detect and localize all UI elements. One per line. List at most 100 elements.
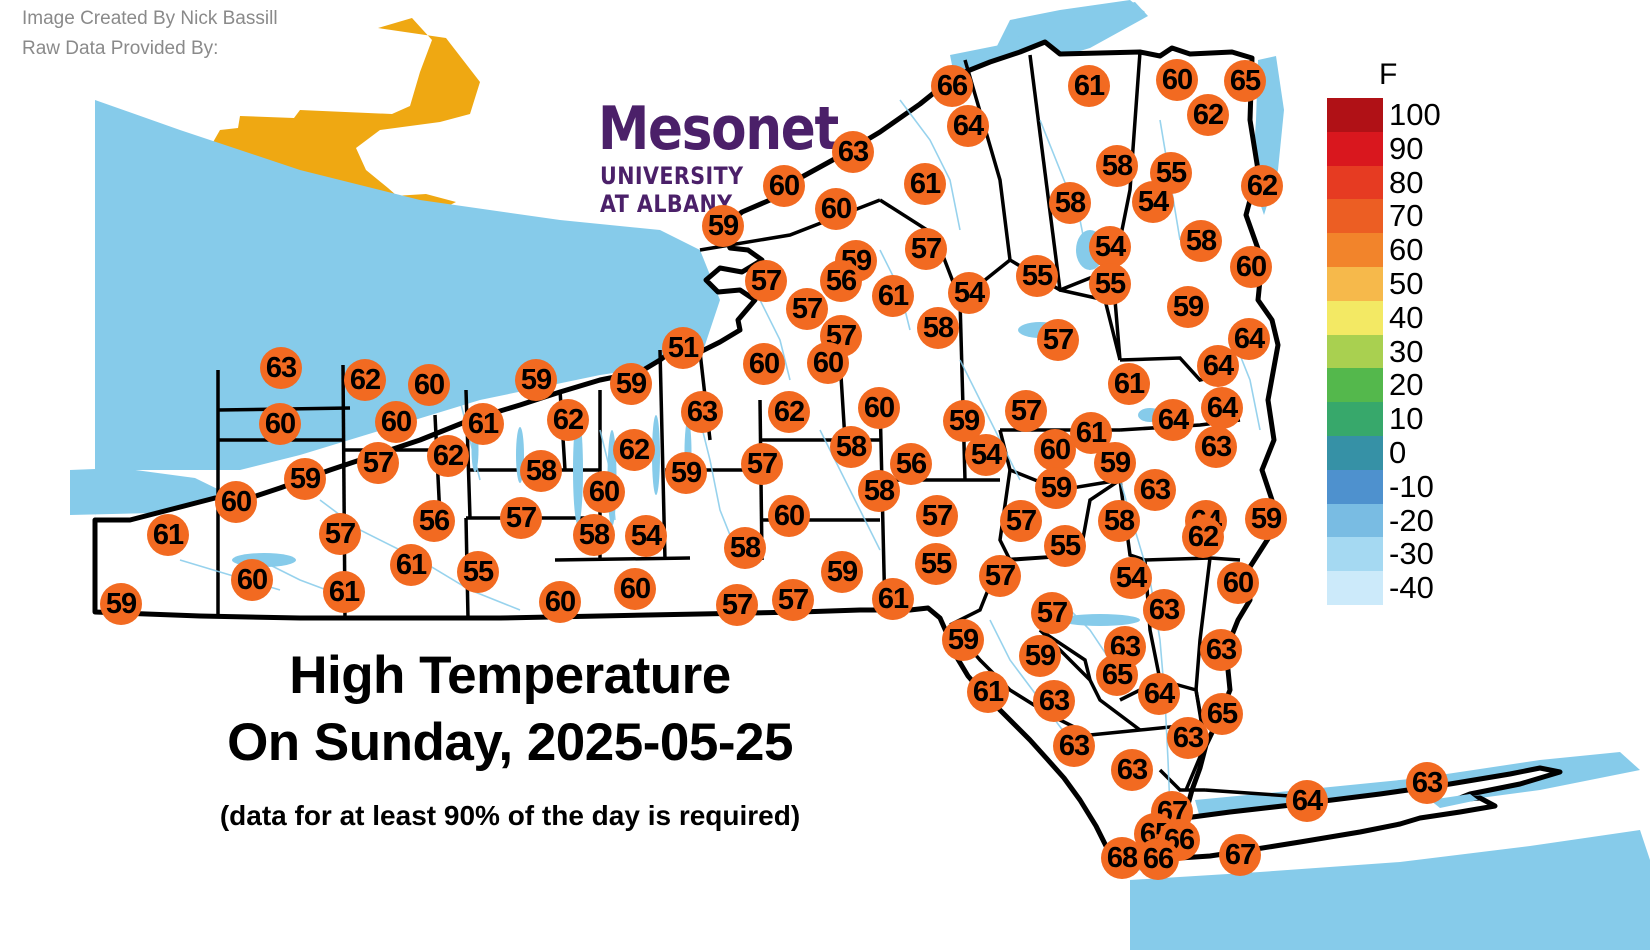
station-marker: 57 <box>716 584 758 626</box>
station-marker: 59 <box>1019 635 1061 677</box>
station-marker: 60 <box>763 165 805 207</box>
station-marker: 62 <box>427 435 469 477</box>
station-value: 60 <box>748 347 780 380</box>
station-marker: 60 <box>858 387 900 429</box>
colorbar-tick-10: 10 <box>1389 401 1424 437</box>
station-value: 54 <box>1094 230 1126 263</box>
station-value: 68 <box>1106 841 1138 874</box>
station-marker: 54 <box>625 515 667 557</box>
station-marker: 61 <box>904 163 946 205</box>
colorbar-band-14 <box>1327 571 1383 605</box>
station-value: 63 <box>1200 430 1232 463</box>
station-value: 56 <box>895 447 927 480</box>
station-value: 60 <box>1222 566 1254 599</box>
station-marker: 58 <box>858 470 900 512</box>
station-value: 65 <box>1206 697 1238 730</box>
station-marker: 62 <box>1182 516 1224 558</box>
station-marker: 59 <box>665 452 707 494</box>
station-marker: 65 <box>1224 60 1266 102</box>
station-value: 62 <box>349 363 381 396</box>
logo-text-mesonet: Mesonet <box>598 94 839 164</box>
colorbar-band-0 <box>1327 98 1383 132</box>
station-marker: 59 <box>942 619 984 661</box>
station-value: 57 <box>721 588 753 621</box>
station-marker: 55 <box>457 551 499 593</box>
colorbar-band-11 <box>1327 469 1383 504</box>
station-value: 61 <box>877 279 909 312</box>
station-marker: 60 <box>1034 429 1076 471</box>
station-marker: 54 <box>965 434 1007 476</box>
station-value: 57 <box>910 232 942 265</box>
station-value: 65 <box>1101 658 1133 691</box>
station-value: 59 <box>670 456 702 489</box>
station-marker: 59 <box>284 458 326 500</box>
station-marker: 58 <box>1049 182 1091 224</box>
station-value: 58 <box>578 518 610 551</box>
station-value: 62 <box>552 403 584 436</box>
station-value: 61 <box>395 548 427 581</box>
station-marker: 59 <box>515 359 557 401</box>
station-marker: 60 <box>231 559 273 601</box>
station-value: 57 <box>750 264 782 297</box>
colorbar-band-4 <box>1327 233 1383 267</box>
colorbar-tick-80: 80 <box>1389 164 1424 200</box>
station-value: 62 <box>432 439 464 472</box>
station-marker: 63 <box>1195 426 1237 468</box>
station-value: 57 <box>984 559 1016 592</box>
station-marker: 61 <box>390 544 432 586</box>
station-value: 63 <box>265 351 297 384</box>
long-island-layer <box>1155 765 1563 861</box>
colorbar-tick-70: 70 <box>1389 198 1424 234</box>
station-value: 67 <box>1224 838 1256 871</box>
station-value: 60 <box>820 192 852 225</box>
station-marker: 63 <box>1033 680 1075 722</box>
station-value: 57 <box>1005 504 1037 537</box>
station-value: 64 <box>1143 677 1175 710</box>
station-value: 55 <box>1021 259 1053 292</box>
station-marker: 54 <box>1089 226 1131 268</box>
station-value: 58 <box>729 531 761 564</box>
station-value: 62 <box>773 395 805 428</box>
colorbar-tick-60: 60 <box>1389 232 1424 268</box>
station-value: 60 <box>768 169 800 202</box>
station-value: 59 <box>947 623 979 656</box>
station-marker: 60 <box>539 581 581 623</box>
station-value: 54 <box>1137 185 1169 218</box>
station-value: 62 <box>1246 169 1278 202</box>
station-marker: 59 <box>943 400 985 442</box>
station-value: 59 <box>1172 290 1204 323</box>
station-marker: 59 <box>1035 467 1077 509</box>
station-value: 57 <box>921 499 953 532</box>
station-value: 55 <box>1049 529 1081 562</box>
colorbar-tick-40: 40 <box>1389 299 1424 335</box>
station-marker: 66 <box>1158 819 1200 861</box>
station-value: 60 <box>1161 63 1193 96</box>
station-value: 66 <box>1142 842 1174 875</box>
station-marker: 63 <box>1167 717 1209 759</box>
station-value: 51 <box>667 331 699 364</box>
station-marker: 63 <box>832 131 874 173</box>
station-value: 64 <box>1157 403 1189 436</box>
station-marker: 65 <box>1201 693 1243 735</box>
colorbar-band-2 <box>1327 165 1383 200</box>
station-marker: 63 <box>1111 749 1153 791</box>
station-marker: 61 <box>967 671 1009 713</box>
station-value: 59 <box>948 404 980 437</box>
station-value: 60 <box>588 475 620 508</box>
station-value: 58 <box>922 311 954 344</box>
station-marker: 60 <box>807 342 849 384</box>
station-marker: 57 <box>1037 319 1079 361</box>
station-marker: 60 <box>614 568 656 610</box>
station-value: 61 <box>909 167 941 200</box>
station-marker: 61 <box>872 578 914 620</box>
station-marker: 60 <box>583 471 625 513</box>
station-marker: 62 <box>613 429 655 471</box>
station-marker: 57 <box>979 555 1021 597</box>
station-marker: 58 <box>1098 500 1140 542</box>
station-value: 57 <box>362 446 394 479</box>
station-marker: 65 <box>1096 654 1138 696</box>
station-value: 57 <box>777 583 809 616</box>
station-marker: 57 <box>1000 500 1042 542</box>
station-marker: 62 <box>1187 94 1229 136</box>
